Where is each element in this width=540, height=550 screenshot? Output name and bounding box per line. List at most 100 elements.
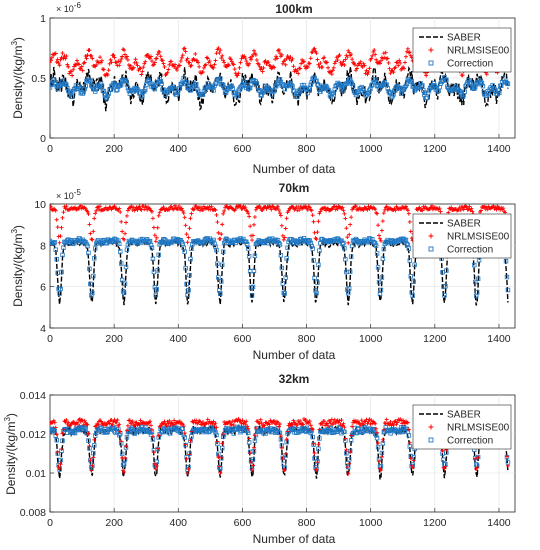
point-correction bbox=[341, 88, 346, 93]
point-nrlmsise00 bbox=[301, 422, 306, 427]
y-tick-label: 0.008 bbox=[20, 507, 46, 519]
point-nrlmsise00 bbox=[156, 433, 161, 438]
point-nrlmsise00 bbox=[335, 58, 340, 63]
point-correction bbox=[101, 88, 107, 94]
point-correction bbox=[348, 438, 354, 443]
panel-100km: 100km × 10-6 0 200 400 600 800 1000 1200 1400 0… bbox=[10, 1, 516, 176]
point-correction bbox=[139, 94, 144, 99]
point-correction bbox=[194, 81, 199, 87]
point-correction bbox=[309, 243, 314, 249]
point-correction bbox=[229, 83, 235, 89]
point-nrlmsise00 bbox=[126, 63, 131, 68]
point-correction bbox=[435, 89, 440, 94]
point-correction bbox=[317, 248, 322, 253]
point-nrlmsise00 bbox=[135, 63, 140, 68]
point-correction bbox=[215, 261, 220, 266]
point-nrlmsise00 bbox=[216, 455, 221, 460]
point-nrlmsise00 bbox=[89, 53, 94, 58]
point-nrlmsise00 bbox=[247, 214, 252, 219]
point-nrlmsise00 bbox=[160, 58, 165, 63]
y-tick-label: 10 bbox=[34, 199, 46, 211]
point-nrlmsise00 bbox=[196, 60, 201, 65]
point-nrlmsise00 bbox=[91, 229, 96, 234]
point-nrlmsise00 bbox=[286, 423, 291, 428]
point-nrlmsise00 bbox=[405, 208, 410, 213]
point-nrlmsise00 bbox=[151, 225, 156, 230]
point-nrlmsise00 bbox=[476, 455, 481, 460]
point-nrlmsise00 bbox=[311, 441, 316, 446]
point-correction bbox=[407, 258, 413, 263]
point-correction bbox=[118, 249, 123, 254]
point-nrlmsise00 bbox=[442, 466, 447, 471]
point-correction bbox=[280, 281, 286, 286]
point-nrlmsise00 bbox=[212, 62, 217, 67]
point-nrlmsise00 bbox=[106, 68, 111, 73]
point-correction bbox=[399, 429, 405, 435]
point-nrlmsise00 bbox=[329, 72, 334, 77]
point-nrlmsise00 bbox=[213, 208, 218, 213]
point-nrlmsise00 bbox=[326, 423, 331, 428]
point-correction bbox=[285, 245, 290, 251]
point-nrlmsise00 bbox=[354, 66, 359, 71]
point-nrlmsise00 bbox=[410, 465, 415, 470]
point-nrlmsise00 bbox=[209, 204, 214, 209]
point-nrlmsise00 bbox=[189, 429, 194, 434]
point-nrlmsise00 bbox=[150, 216, 155, 221]
point-nrlmsise00 bbox=[200, 70, 205, 75]
point-nrlmsise00 bbox=[116, 59, 121, 64]
point-nrlmsise00 bbox=[283, 226, 288, 231]
point-nrlmsise00 bbox=[381, 51, 386, 56]
point-nrlmsise00 bbox=[366, 70, 371, 75]
panel-3-xticks: 0 200 400 600 800 1000 1200 1400 bbox=[47, 508, 511, 529]
point-nrlmsise00 bbox=[217, 50, 222, 55]
point-nrlmsise00 bbox=[303, 417, 308, 422]
point-correction bbox=[374, 251, 380, 256]
point-correction bbox=[220, 82, 226, 88]
point-nrlmsise00 bbox=[233, 206, 238, 211]
point-nrlmsise00 bbox=[277, 211, 282, 216]
point-nrlmsise00 bbox=[187, 60, 192, 65]
point-correction bbox=[234, 94, 239, 99]
x-tick-label: 200 bbox=[105, 517, 123, 529]
point-correction bbox=[82, 86, 87, 92]
point-correction bbox=[373, 243, 379, 248]
point-nrlmsise00 bbox=[261, 65, 266, 70]
point-nrlmsise00 bbox=[174, 68, 179, 73]
point-nrlmsise00 bbox=[56, 464, 61, 469]
y-tick-label: 8 bbox=[40, 240, 46, 252]
point-nrlmsise00 bbox=[216, 230, 221, 235]
point-nrlmsise00 bbox=[377, 233, 382, 238]
point-nrlmsise00 bbox=[353, 204, 358, 209]
legend-marker-correction bbox=[428, 60, 434, 66]
point-nrlmsise00 bbox=[243, 422, 248, 427]
point-correction bbox=[90, 290, 95, 296]
point-nrlmsise00 bbox=[90, 463, 95, 468]
point-nrlmsise00 bbox=[272, 418, 277, 423]
point-nrlmsise00 bbox=[341, 421, 346, 426]
point-nrlmsise00 bbox=[280, 456, 285, 461]
point-nrlmsise00 bbox=[64, 54, 69, 59]
point-nrlmsise00 bbox=[134, 60, 139, 65]
panel-2-exponent: × 10-5 bbox=[56, 188, 81, 201]
point-nrlmsise00 bbox=[133, 57, 138, 62]
point-correction bbox=[328, 94, 334, 100]
point-nrlmsise00 bbox=[118, 59, 123, 64]
point-nrlmsise00 bbox=[288, 55, 293, 60]
point-nrlmsise00 bbox=[114, 420, 119, 425]
point-nrlmsise00 bbox=[251, 222, 256, 227]
point-correction bbox=[307, 85, 312, 90]
point-nrlmsise00 bbox=[61, 427, 66, 432]
point-correction bbox=[80, 91, 85, 96]
point-nrlmsise00 bbox=[347, 461, 352, 466]
point-nrlmsise00 bbox=[205, 205, 210, 210]
point-nrlmsise00 bbox=[307, 61, 312, 66]
point-nrlmsise00 bbox=[339, 418, 344, 423]
panel-32km: 32km 0 200 400 600 800 1000 1200 1400 0.008 0.01… bbox=[3, 372, 516, 546]
point-nrlmsise00 bbox=[458, 208, 463, 213]
point-nrlmsise00 bbox=[340, 62, 345, 67]
point-nrlmsise00 bbox=[345, 465, 350, 470]
point-nrlmsise00 bbox=[177, 419, 182, 424]
point-correction bbox=[219, 279, 224, 284]
point-nrlmsise00 bbox=[307, 419, 312, 424]
point-nrlmsise00 bbox=[149, 59, 154, 64]
